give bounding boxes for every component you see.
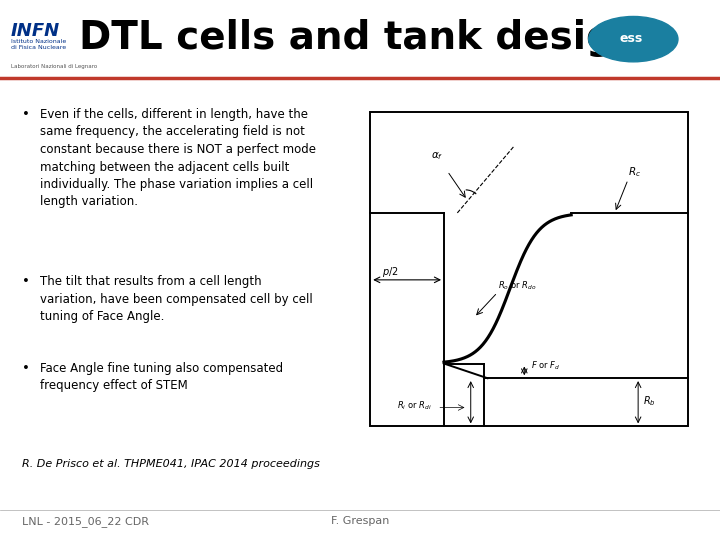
Text: $R_b$: $R_b$ <box>643 395 656 408</box>
Text: Face Angle fine tuning also compensated
frequency effect of STEM: Face Angle fine tuning also compensated … <box>40 362 283 392</box>
Text: F. Grespan: F. Grespan <box>330 516 390 526</box>
Text: •: • <box>22 108 30 121</box>
Text: $F$ or $F_d$: $F$ or $F_d$ <box>531 360 560 372</box>
Text: LNL - 2015_06_22 CDR: LNL - 2015_06_22 CDR <box>22 516 148 526</box>
Text: R. De Prisco et al. THPME041, IPAC 2014 proceedings: R. De Prisco et al. THPME041, IPAC 2014 … <box>22 459 320 469</box>
Text: •: • <box>22 275 30 288</box>
Text: DTL cells and tank design: DTL cells and tank design <box>78 19 642 57</box>
Text: $R_c$: $R_c$ <box>628 165 642 179</box>
Circle shape <box>589 16 678 62</box>
Text: Istituto Nazionale
di Fisica Nucleare: Istituto Nazionale di Fisica Nucleare <box>11 39 66 50</box>
Text: $R_i$ or $R_{di}$: $R_i$ or $R_{di}$ <box>397 400 432 412</box>
Text: INFN: INFN <box>11 22 60 39</box>
Text: Laboratori Nazionali di Legnaro: Laboratori Nazionali di Legnaro <box>11 64 97 69</box>
Text: Even if the cells, different in length, have the
same frequency, the acceleratin: Even if the cells, different in length, … <box>40 108 315 208</box>
Text: •: • <box>22 362 30 375</box>
Text: $R_o$ or $R_{do}$: $R_o$ or $R_{do}$ <box>498 279 536 292</box>
Text: $p/2$: $p/2$ <box>382 265 398 279</box>
Text: ess: ess <box>619 31 643 44</box>
Text: $\alpha_f$: $\alpha_f$ <box>431 151 443 163</box>
Text: EUROPEAN
SPALLATION
SOURCE: EUROPEAN SPALLATION SOURCE <box>679 18 714 36</box>
Text: The tilt that results from a cell length
variation, have been compensated cell b: The tilt that results from a cell length… <box>40 275 312 323</box>
